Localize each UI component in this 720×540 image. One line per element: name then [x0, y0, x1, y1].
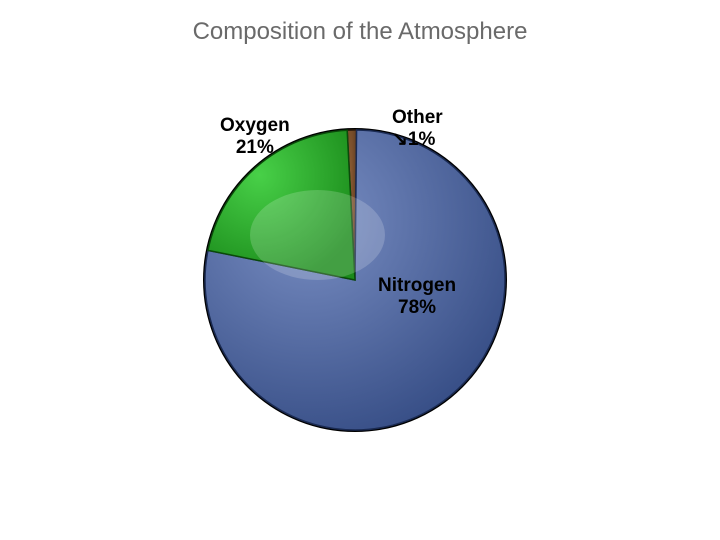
slice-label-line1: Other [392, 107, 443, 129]
chart-title: Composition of the Atmosphere [0, 18, 720, 46]
slice-label-line1: Nitrogen [378, 275, 456, 297]
slice-label-other: Other↘1% [392, 107, 443, 151]
slice-label-line1: Oxygen [220, 115, 290, 137]
slice-label-nitrogen: Nitrogen78% [378, 275, 456, 319]
slice-label-line2: 78% [378, 297, 456, 319]
slice-label-line2: 21% [220, 137, 290, 159]
pie-chart: Other↘1% Nitrogen78% Oxygen21% [160, 95, 560, 455]
slice-label-oxygen: Oxygen21% [220, 115, 290, 159]
highlight [250, 190, 385, 280]
slice-label-line2: ↘1% [392, 129, 443, 151]
